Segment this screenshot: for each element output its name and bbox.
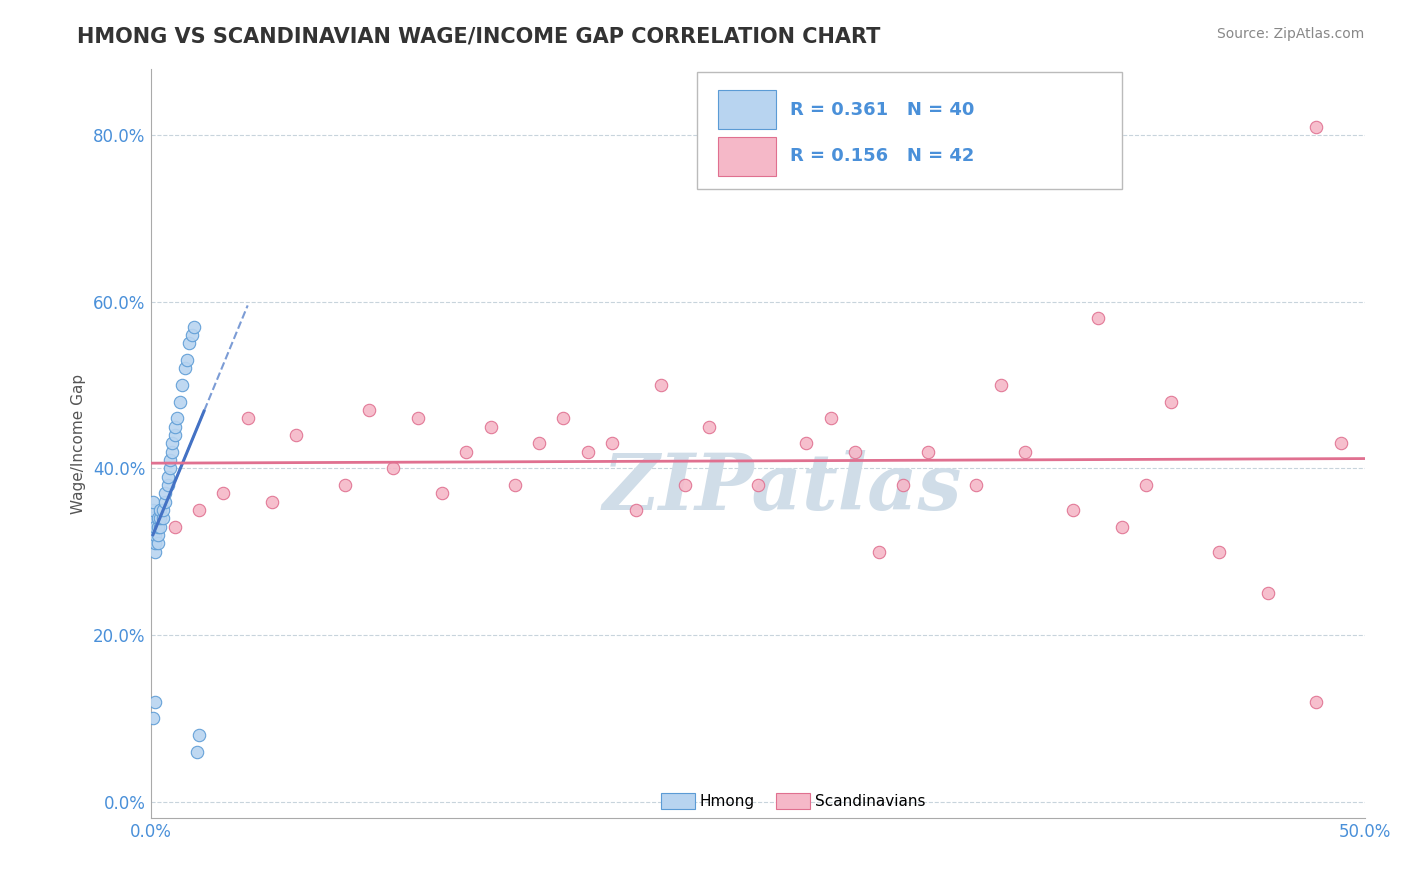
- Text: R = 0.156   N = 42: R = 0.156 N = 42: [790, 147, 974, 165]
- Y-axis label: Wage/Income Gap: Wage/Income Gap: [72, 374, 86, 514]
- Point: [990, 378, 1012, 392]
- Point: [1329, 436, 1351, 450]
- Text: Hmong: Hmong: [699, 794, 755, 809]
- Point: [1135, 478, 1157, 492]
- Point: [600, 436, 623, 450]
- Point: [794, 436, 817, 450]
- Point: [333, 478, 356, 492]
- Point: [142, 528, 165, 542]
- FancyBboxPatch shape: [697, 72, 1122, 188]
- Point: [145, 545, 167, 559]
- Text: HMONG VS SCANDINAVIAN WAGE/INCOME GAP CORRELATION CHART: HMONG VS SCANDINAVIAN WAGE/INCOME GAP CO…: [77, 27, 880, 46]
- Point: [503, 478, 526, 492]
- Point: [163, 428, 186, 442]
- Point: [169, 394, 191, 409]
- Point: [146, 520, 169, 534]
- Point: [186, 745, 208, 759]
- Point: [868, 545, 890, 559]
- Point: [1111, 520, 1133, 534]
- Point: [153, 495, 176, 509]
- Point: [893, 478, 915, 492]
- Point: [149, 520, 172, 534]
- Point: [697, 420, 720, 434]
- Point: [142, 503, 165, 517]
- Point: [145, 520, 167, 534]
- Point: [145, 528, 167, 542]
- Point: [553, 411, 575, 425]
- Point: [673, 478, 696, 492]
- Point: [917, 445, 939, 459]
- Point: [149, 511, 172, 525]
- Point: [650, 378, 672, 392]
- Point: [152, 511, 174, 525]
- Point: [156, 478, 179, 492]
- Point: [844, 445, 866, 459]
- Bar: [717, 89, 776, 128]
- Point: [163, 520, 186, 534]
- Point: [1257, 586, 1279, 600]
- Point: [176, 353, 198, 368]
- Point: [163, 420, 186, 434]
- Point: [1305, 120, 1327, 134]
- Text: Source: ZipAtlas.com: Source: ZipAtlas.com: [1216, 27, 1364, 41]
- Point: [236, 411, 259, 425]
- Bar: [717, 136, 776, 176]
- Text: Scandinavians: Scandinavians: [814, 794, 925, 809]
- Point: [179, 336, 201, 351]
- Point: [162, 445, 184, 459]
- Point: [1160, 394, 1182, 409]
- Point: [142, 495, 165, 509]
- Point: [747, 478, 769, 492]
- Point: [172, 378, 194, 392]
- Point: [456, 445, 478, 459]
- Point: [212, 486, 235, 500]
- Point: [145, 536, 167, 550]
- Point: [285, 428, 308, 442]
- Point: [188, 503, 211, 517]
- Point: [1014, 445, 1036, 459]
- Point: [1087, 311, 1109, 326]
- Point: [183, 319, 205, 334]
- Point: [527, 436, 550, 450]
- Point: [1062, 503, 1084, 517]
- Point: [149, 503, 172, 517]
- Point: [430, 486, 453, 500]
- Point: [145, 695, 167, 709]
- Point: [153, 486, 176, 500]
- Bar: [776, 793, 810, 809]
- Point: [382, 461, 405, 475]
- Point: [142, 520, 165, 534]
- Point: [406, 411, 429, 425]
- Text: R = 0.361   N = 40: R = 0.361 N = 40: [790, 101, 974, 119]
- Point: [146, 536, 169, 550]
- Point: [359, 403, 381, 417]
- Point: [166, 411, 188, 425]
- Point: [188, 728, 211, 742]
- Point: [162, 436, 184, 450]
- Point: [180, 328, 202, 343]
- Point: [142, 711, 165, 725]
- Point: [1305, 695, 1327, 709]
- Point: [156, 470, 179, 484]
- Point: [479, 420, 502, 434]
- Bar: [661, 793, 695, 809]
- Point: [146, 528, 169, 542]
- Point: [626, 503, 648, 517]
- Point: [260, 495, 283, 509]
- Point: [146, 511, 169, 525]
- Point: [159, 461, 181, 475]
- Point: [1208, 545, 1230, 559]
- Text: ZIPatlas: ZIPatlas: [602, 450, 962, 527]
- Point: [965, 478, 987, 492]
- Point: [820, 411, 842, 425]
- Point: [159, 453, 181, 467]
- Point: [173, 361, 195, 376]
- Point: [576, 445, 599, 459]
- Point: [152, 503, 174, 517]
- Point: [142, 511, 165, 525]
